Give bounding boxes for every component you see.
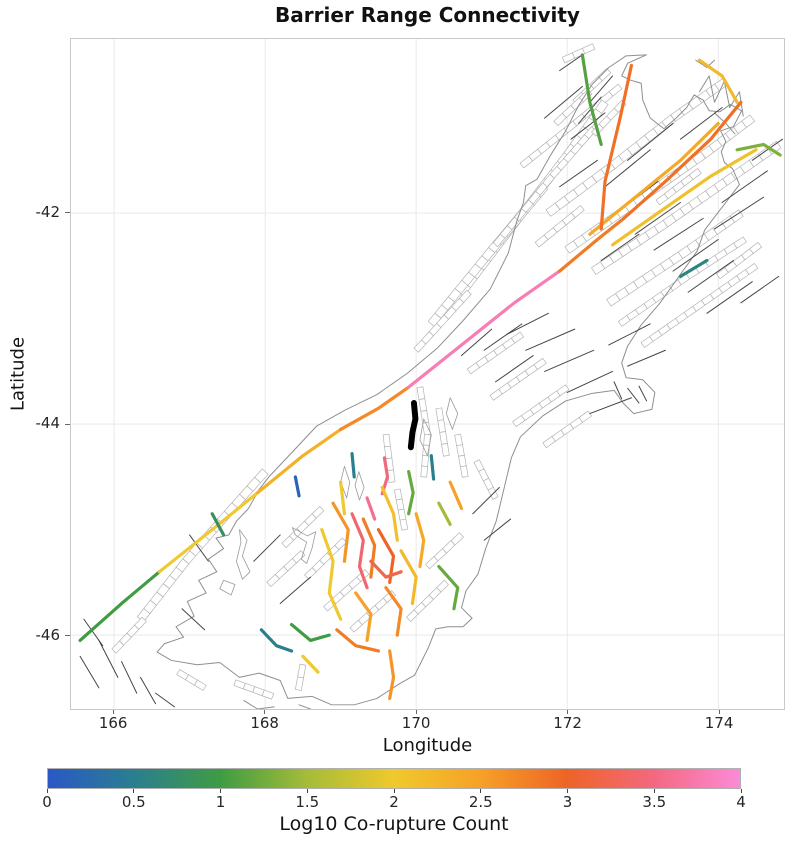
x-tick-label: 168	[250, 714, 279, 732]
co-rupture-path	[339, 480, 347, 516]
barrier-highlight	[407, 400, 419, 451]
colorbar-tick-label: 0	[42, 793, 52, 811]
colorbar-tick-label: 3.5	[642, 793, 667, 811]
co-rupture-path	[331, 501, 350, 563]
plot-area	[70, 38, 785, 710]
x-axis-tickmarks	[70, 710, 785, 714]
colorbar-ticks: 0 0.5 1 1.5 2 2.5 3 3.5 4	[42, 793, 746, 811]
co-rupture-path	[301, 654, 320, 674]
co-rupture-path	[437, 564, 460, 611]
co-rupture-path	[610, 148, 758, 247]
x-axis-label: Longitude	[382, 735, 473, 756]
co-rupture-path	[320, 528, 343, 621]
co-rupture-paths	[78, 53, 782, 701]
co-rupture-path	[350, 452, 356, 479]
colorbar-label: Log10 Co-rupture Count	[279, 813, 509, 835]
co-rupture-path	[388, 649, 396, 701]
co-rupture-path	[354, 591, 373, 642]
co-rupture-path	[339, 385, 411, 432]
coastline	[156, 54, 744, 709]
y-tick-label: -46	[35, 625, 61, 644]
co-rupture-path	[350, 512, 369, 590]
co-rupture-path	[448, 480, 464, 511]
co-rupture-path	[369, 559, 403, 579]
chart-title: Barrier Range Connectivity	[275, 3, 580, 27]
co-rupture-path	[376, 528, 396, 584]
co-rupture-path	[414, 512, 426, 569]
x-tick-label: 166	[98, 714, 128, 732]
co-rupture-path	[335, 628, 381, 653]
x-tick-label: 170	[401, 714, 431, 732]
y-tick-label: -44	[35, 414, 61, 433]
co-rupture-path	[558, 216, 626, 273]
co-rupture-path	[407, 470, 415, 516]
fault-tiles	[111, 43, 782, 700]
co-rupture-path	[210, 512, 226, 537]
y-axis-ticks: -42 -44 -46	[0, 38, 64, 710]
y-tick-label: -42	[35, 202, 61, 221]
colorbar-tick-label: 2	[389, 793, 399, 811]
colorbar-gradient	[47, 768, 741, 789]
lakes	[219, 397, 459, 596]
x-tick-label: 172	[553, 714, 582, 732]
co-rupture-path	[697, 58, 739, 104]
co-rupture-path	[622, 100, 743, 220]
co-rupture-path	[678, 258, 709, 278]
x-tick-label: 174	[704, 714, 734, 732]
map-svg	[71, 39, 784, 709]
co-rupture-path	[259, 628, 294, 653]
co-rupture-path	[384, 586, 403, 637]
x-axis-ticks: 166 168 170 172 174	[70, 714, 785, 734]
co-rupture-path	[361, 517, 377, 579]
co-rupture-path	[588, 121, 720, 236]
colorbar-tick-label: 1	[215, 793, 226, 811]
colorbar-tickmarks	[46, 789, 742, 793]
co-rupture-path	[429, 454, 436, 481]
co-rupture-path	[599, 63, 634, 231]
co-rupture-path	[437, 501, 452, 526]
co-rupture-path	[580, 53, 603, 147]
y-axis-tickmarks	[65, 38, 70, 710]
co-rupture-path	[293, 475, 301, 498]
colorbar-tick-label: 2.5	[468, 793, 493, 811]
co-rupture-path	[735, 142, 782, 157]
co-rupture-path	[255, 427, 343, 495]
co-rupture-path	[157, 491, 260, 574]
colorbar-tick-label: 0.5	[121, 793, 146, 811]
co-rupture-path	[365, 496, 377, 521]
co-rupture-path	[399, 549, 418, 606]
colorbar-tick-label: 4	[736, 793, 746, 811]
colorbar-tick-label: 1.5	[295, 793, 320, 811]
fault-lines	[79, 54, 784, 708]
co-rupture-path	[289, 622, 331, 642]
co-rupture-path	[407, 269, 562, 389]
colorbar-tick-label: 3	[562, 793, 573, 811]
co-rupture-path	[78, 570, 161, 642]
co-rupture-path	[380, 485, 399, 542]
